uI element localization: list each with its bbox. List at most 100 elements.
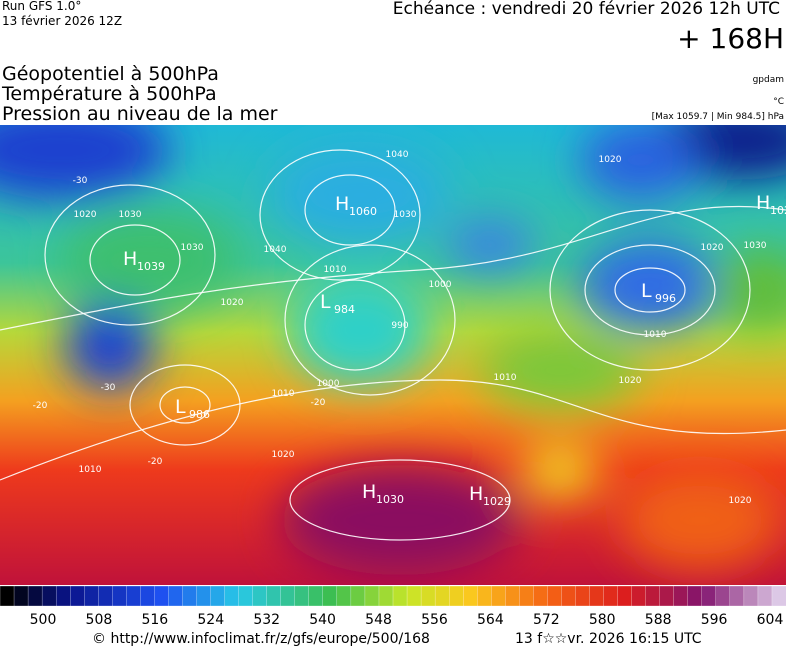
- colorbar-cell: [168, 585, 184, 607]
- colorbar-tick-label: 500: [30, 612, 57, 628]
- contour-label: -20: [148, 457, 163, 467]
- contour-label: 1030: [119, 210, 142, 220]
- contour-label: 1010: [494, 373, 517, 383]
- contour-label: 1010: [644, 330, 667, 340]
- colorbar-cell: [743, 585, 759, 607]
- colorbar-cell: [645, 585, 661, 607]
- contour-label: 1020: [701, 243, 724, 253]
- colorbar-tick-label: 556: [421, 612, 448, 628]
- pressure-center-kind: L: [175, 396, 186, 418]
- contour-label: 1030: [181, 243, 204, 253]
- pressure-center-kind: H: [756, 192, 770, 214]
- colorbar-cell: [659, 585, 675, 607]
- footer-source: © http://www.infoclimat.fr/z/gfs/europe/…: [92, 631, 430, 647]
- run-date: 13 février 2026 12Z: [2, 14, 122, 28]
- unit: gpdam: [753, 75, 784, 85]
- pressure-center-value: 1030: [376, 493, 404, 506]
- pressure-center-kind: L: [641, 280, 652, 302]
- colorbar-cell: [687, 585, 703, 607]
- colorbar-cell: [84, 585, 99, 607]
- title-line: Géopotentiel à 500hPa: [2, 63, 219, 85]
- colorbar-cell: [519, 585, 535, 607]
- colorbar-cell: [308, 585, 324, 607]
- colorbar-cell: [631, 585, 647, 607]
- isobars: [0, 149, 786, 541]
- colorbar-cell: [771, 585, 786, 607]
- pressure-center-value: 1060: [349, 205, 377, 218]
- pressure-center-value: 996: [655, 292, 676, 305]
- colorbar-cell: [701, 585, 717, 607]
- colorbar-cell: [140, 585, 156, 607]
- colorbar-cell: [715, 585, 731, 607]
- colorbar-cell: [196, 585, 212, 607]
- colorbar-cell: [210, 585, 226, 607]
- title-line: Pression au niveau de la mer: [2, 103, 278, 125]
- colorbar-cell: [505, 585, 520, 607]
- colorbar-cell: [603, 585, 619, 607]
- colorbar-cell: [112, 585, 127, 607]
- pressure-center-value: 102: [770, 204, 786, 217]
- colorbar-cell: [547, 585, 563, 607]
- contour-label: 1020: [619, 376, 642, 386]
- colorbar-cell: [364, 585, 380, 607]
- colorbar-cell: [336, 585, 352, 607]
- colorbar-cell: [280, 585, 296, 607]
- pressure-center-value: 1029: [483, 495, 511, 508]
- colorbar-cell: [55, 585, 71, 607]
- title-line: Température à 500hPa: [1, 83, 217, 105]
- unit: °C: [773, 97, 784, 107]
- run-label: Run GFS 1.0°: [2, 0, 81, 13]
- colorbar-tick-label: 580: [589, 612, 616, 628]
- colorbar-cell: [182, 585, 198, 607]
- colorbar-tick-label: 508: [86, 612, 113, 628]
- colorbar-cell: [266, 585, 282, 607]
- colorbar-cell: [41, 585, 57, 607]
- colorbar-cell: [154, 585, 170, 607]
- colorbar-tick-label: 604: [757, 612, 784, 628]
- colorbar-tick-label: 540: [309, 612, 336, 628]
- pressure-center-value: 986: [189, 408, 210, 421]
- lead-time: + 168H: [677, 22, 784, 55]
- colorbar-cell: [13, 585, 29, 607]
- colorbar-tick-label: 548: [365, 612, 392, 628]
- contour-label: 1010: [324, 265, 347, 275]
- colorbar-cell: [434, 585, 450, 607]
- pressure-center-kind: L: [320, 291, 331, 313]
- contour-label: 1000: [317, 379, 340, 389]
- colorbar-cell: [350, 585, 366, 607]
- colorbar-cell: [392, 585, 408, 607]
- pressure-center-kind: H: [469, 483, 483, 505]
- pressure-center-kind: H: [335, 193, 349, 215]
- colorbar-tick-label: 524: [197, 612, 224, 628]
- colorbar-cell: [0, 585, 15, 607]
- pressure-center-kind: H: [123, 248, 137, 270]
- colorbar-cell: [561, 585, 577, 607]
- contour-label: 1010: [272, 389, 295, 399]
- contour-label: 1040: [264, 245, 287, 255]
- colorbar-cell: [224, 585, 240, 607]
- colorbar-cell: [98, 585, 113, 607]
- pressure-center-kind: H: [362, 481, 376, 503]
- colorbar-tick-label: 532: [253, 612, 280, 628]
- contour-label: 1020: [599, 155, 622, 165]
- contour-label: 1010: [79, 465, 102, 475]
- contour-label: 1000: [429, 280, 452, 290]
- contour-label: 1030: [744, 241, 767, 251]
- contour-label: 1020: [74, 210, 97, 220]
- footer-stamp: 13 f☆☆vr. 2026 16:15 UTC: [515, 631, 702, 647]
- colorbar-cell: [757, 585, 773, 607]
- colorbar-cell: [70, 585, 85, 607]
- colorbar-cell: [420, 585, 436, 607]
- colorbar-cell: [448, 585, 464, 607]
- unit: [Max 1059.7 | Min 984.5] hPa: [652, 112, 784, 122]
- colorbar-cell: [575, 585, 591, 607]
- contour-label: 1020: [729, 496, 752, 506]
- colorbar-cell: [406, 585, 422, 607]
- map-labels: H1039H1060L984L996L986H1030H1029H1021030…: [33, 150, 786, 508]
- map: H1039H1060L984L996L986H1030H1029H1021030…: [0, 125, 786, 585]
- colorbar-cell: [294, 585, 310, 607]
- pressure-center-value: 1039: [137, 260, 165, 273]
- colorbar-cell: [322, 585, 338, 607]
